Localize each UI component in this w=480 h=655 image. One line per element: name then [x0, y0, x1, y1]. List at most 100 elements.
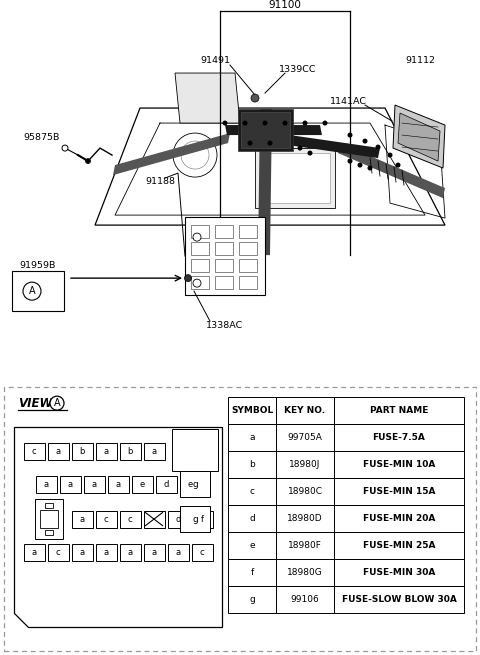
Circle shape — [223, 121, 228, 126]
Bar — [276, 505, 334, 532]
Text: f: f — [201, 515, 204, 523]
Bar — [45, 530, 53, 535]
Bar — [228, 478, 276, 505]
Circle shape — [184, 274, 192, 282]
Polygon shape — [393, 105, 445, 168]
Text: c: c — [32, 447, 36, 456]
Bar — [239, 276, 257, 289]
Text: 91188: 91188 — [145, 177, 175, 185]
Text: a: a — [55, 447, 60, 456]
Bar — [276, 451, 334, 478]
Text: FUSE-MIN 25A: FUSE-MIN 25A — [363, 541, 435, 550]
Text: a: a — [91, 479, 96, 489]
Bar — [228, 397, 276, 424]
Bar — [96, 443, 117, 460]
Circle shape — [193, 279, 201, 287]
Text: PART NAME: PART NAME — [370, 406, 428, 415]
Bar — [168, 511, 189, 527]
Bar — [144, 443, 165, 460]
Text: a: a — [67, 479, 72, 489]
Text: a: a — [103, 447, 108, 456]
Polygon shape — [14, 427, 222, 627]
Bar — [72, 443, 93, 460]
Text: FUSE-7.5A: FUSE-7.5A — [372, 433, 425, 442]
Bar — [72, 511, 93, 527]
Text: FUSE-MIN 15A: FUSE-MIN 15A — [363, 487, 435, 496]
Bar — [191, 259, 209, 272]
Bar — [255, 148, 335, 208]
Bar — [36, 476, 57, 493]
Bar — [215, 225, 233, 238]
Bar — [276, 424, 334, 451]
Text: b: b — [249, 460, 255, 469]
Bar — [96, 511, 117, 527]
Bar — [120, 443, 141, 460]
Bar — [191, 276, 209, 289]
Bar — [191, 225, 209, 238]
Circle shape — [362, 139, 368, 143]
Text: g: g — [192, 479, 198, 489]
Bar — [84, 476, 105, 493]
Bar — [180, 471, 210, 497]
Circle shape — [298, 145, 302, 151]
Bar — [132, 476, 153, 493]
Text: 91491: 91491 — [200, 56, 230, 65]
Bar — [180, 476, 201, 493]
Circle shape — [375, 145, 381, 149]
Bar — [228, 586, 276, 613]
Bar — [276, 532, 334, 559]
Text: A: A — [29, 286, 36, 296]
Bar — [144, 544, 165, 561]
Text: FUSE-MIN 20A: FUSE-MIN 20A — [363, 514, 435, 523]
Bar — [276, 397, 334, 424]
Circle shape — [23, 282, 41, 300]
Polygon shape — [175, 73, 240, 123]
Text: c: c — [56, 548, 60, 557]
Text: d: d — [249, 514, 255, 523]
Text: a: a — [151, 548, 156, 557]
Bar — [48, 544, 69, 561]
Circle shape — [302, 121, 308, 126]
Circle shape — [263, 121, 267, 126]
Circle shape — [181, 141, 209, 169]
Bar — [239, 242, 257, 255]
Text: VIEW: VIEW — [18, 397, 52, 409]
Bar — [260, 153, 330, 203]
Text: e: e — [139, 479, 144, 489]
Bar — [12, 271, 64, 311]
Bar — [45, 503, 53, 508]
Bar — [228, 505, 276, 532]
Bar — [334, 451, 464, 478]
Text: 18980D: 18980D — [287, 514, 323, 523]
Bar — [334, 505, 464, 532]
Circle shape — [251, 94, 259, 102]
Text: FUSE-MIN 10A: FUSE-MIN 10A — [363, 460, 435, 469]
Bar — [35, 499, 63, 539]
Circle shape — [323, 121, 327, 126]
Text: 99705A: 99705A — [288, 433, 323, 442]
Bar — [172, 429, 218, 471]
Bar — [96, 544, 117, 561]
Bar — [24, 443, 45, 460]
Text: a: a — [249, 433, 255, 442]
Circle shape — [348, 132, 352, 138]
Text: g: g — [192, 515, 198, 523]
Bar — [334, 586, 464, 613]
Text: 95875B: 95875B — [24, 132, 60, 141]
Circle shape — [193, 233, 201, 241]
Text: e: e — [187, 479, 192, 489]
Bar — [120, 544, 141, 561]
Bar — [72, 544, 93, 561]
Bar — [144, 511, 165, 527]
Bar — [48, 443, 69, 460]
Text: g: g — [249, 595, 255, 604]
Text: c: c — [104, 515, 108, 523]
Circle shape — [85, 159, 91, 164]
Bar — [276, 478, 334, 505]
Bar — [180, 506, 210, 532]
Bar — [228, 559, 276, 586]
Polygon shape — [258, 109, 272, 255]
Text: 1338AC: 1338AC — [206, 321, 244, 329]
Text: KEY NO.: KEY NO. — [285, 406, 325, 415]
Text: 91112: 91112 — [405, 56, 435, 65]
